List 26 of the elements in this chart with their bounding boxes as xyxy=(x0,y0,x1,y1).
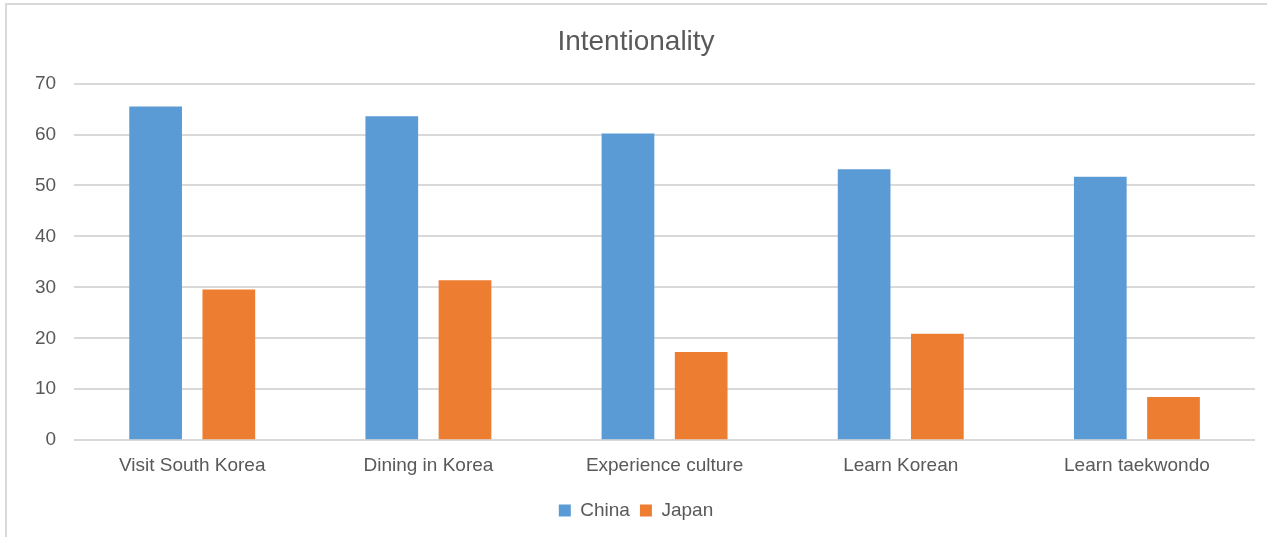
bar xyxy=(202,289,256,440)
bar xyxy=(365,116,419,440)
bar xyxy=(1147,396,1200,440)
y-tick-label: 10 xyxy=(34,377,57,399)
bar xyxy=(674,352,728,440)
legend-label: China xyxy=(580,498,631,520)
bar xyxy=(129,106,182,440)
y-tick-label: 30 xyxy=(34,275,57,297)
x-tick-label: Learn taekwondo xyxy=(1064,453,1210,475)
bar xyxy=(910,333,964,440)
x-tick-label: Learn Korean xyxy=(843,453,959,475)
y-tick-label: 60 xyxy=(34,122,57,144)
bar xyxy=(438,280,492,440)
y-tick-label: 20 xyxy=(34,326,57,348)
y-tick-label: 50 xyxy=(34,173,57,195)
bar xyxy=(1073,176,1127,440)
y-tick-label: 0 xyxy=(45,428,57,450)
bar xyxy=(601,133,655,440)
x-tick-label: Experience culture xyxy=(585,453,744,475)
chart-title: Intentionality xyxy=(557,24,715,56)
x-tick-label: Dining in Korea xyxy=(363,453,494,475)
legend-label: Japan xyxy=(661,498,714,520)
y-tick-label: 40 xyxy=(34,224,57,246)
x-tick-label: Visit South Korea xyxy=(118,453,266,475)
bar xyxy=(837,169,891,440)
y-tick-label: 70 xyxy=(34,71,57,93)
